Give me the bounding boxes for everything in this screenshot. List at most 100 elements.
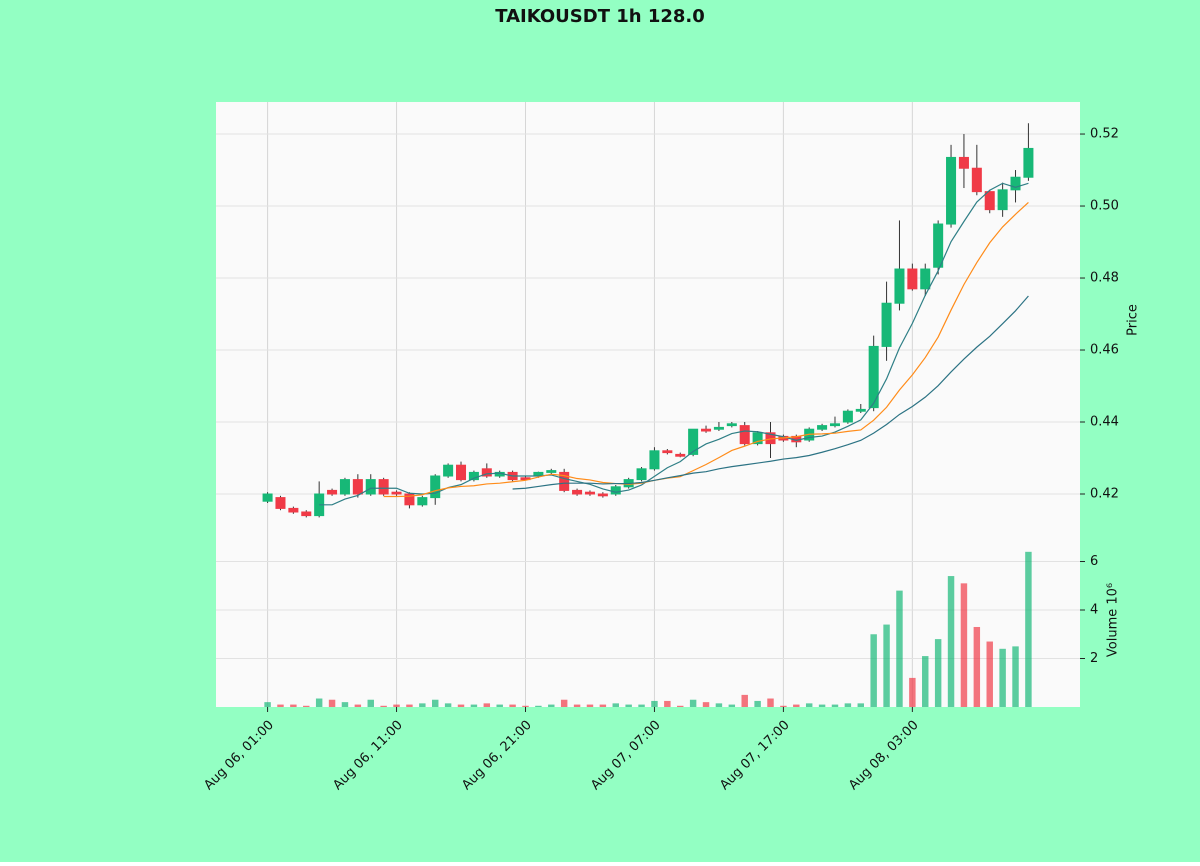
candle-body bbox=[352, 479, 363, 495]
volume-bar bbox=[767, 698, 774, 707]
candle-body bbox=[636, 468, 647, 481]
volume-bar bbox=[780, 705, 787, 707]
chart-title: TAIKOUSDT 1h 128.0 bbox=[495, 6, 705, 27]
candle-body bbox=[920, 268, 931, 290]
candle-body bbox=[855, 408, 866, 412]
candle-body bbox=[842, 410, 853, 423]
volume-bar bbox=[406, 704, 413, 707]
volume-bar bbox=[702, 702, 710, 707]
candle-body bbox=[907, 268, 918, 290]
candle-body bbox=[713, 426, 724, 430]
plot-panel bbox=[216, 102, 1080, 707]
candle-body bbox=[971, 167, 982, 193]
volume-bar bbox=[857, 703, 864, 707]
candle-body bbox=[649, 450, 660, 470]
volume-bar bbox=[328, 699, 336, 707]
y-tick-label: 0.46 bbox=[1090, 343, 1119, 358]
volume-bar bbox=[586, 704, 594, 707]
y-axis-label: Price bbox=[1126, 304, 1141, 336]
candle-body bbox=[391, 491, 402, 495]
y2-tick-label: 6 bbox=[1090, 554, 1098, 569]
y-tick-label: 0.44 bbox=[1090, 415, 1119, 430]
volume-bar bbox=[457, 704, 465, 707]
volume-bar bbox=[741, 694, 748, 707]
candle-body bbox=[572, 489, 583, 495]
candle-body bbox=[597, 493, 608, 497]
y-tick-label: 0.52 bbox=[1090, 127, 1119, 142]
volume-bar bbox=[973, 626, 981, 707]
candle-body bbox=[610, 486, 621, 495]
candle-body bbox=[675, 453, 686, 457]
volume-bar bbox=[677, 705, 684, 707]
volume-bar bbox=[380, 705, 387, 707]
volume-bar bbox=[728, 704, 736, 707]
volume-bar bbox=[715, 703, 723, 707]
volume-bar bbox=[419, 703, 426, 707]
candle-body bbox=[559, 471, 570, 491]
volume-bar bbox=[844, 703, 852, 707]
volume-bar bbox=[573, 704, 581, 707]
volume-bar bbox=[883, 624, 890, 707]
candle-body bbox=[456, 464, 467, 481]
volume-bar bbox=[999, 648, 1006, 707]
volume-bar bbox=[393, 704, 400, 707]
y-tick-label: 0.50 bbox=[1090, 199, 1119, 214]
candle-body bbox=[468, 471, 479, 481]
volume-bar bbox=[560, 699, 568, 707]
candle-body bbox=[288, 507, 299, 513]
candle-body bbox=[817, 425, 828, 430]
volume-bar bbox=[1012, 646, 1019, 707]
candle-body bbox=[275, 497, 286, 509]
volume-bar bbox=[483, 703, 491, 707]
volume-bar bbox=[689, 699, 697, 707]
volume-bar bbox=[432, 699, 439, 707]
volume-bar bbox=[367, 699, 374, 707]
volume-bar bbox=[277, 704, 284, 707]
volume-bar bbox=[793, 704, 800, 707]
candle-body bbox=[584, 491, 595, 495]
candle-body bbox=[327, 489, 338, 495]
volume-bar bbox=[341, 702, 349, 707]
moving-average-line bbox=[319, 182, 1029, 506]
candle-body bbox=[262, 493, 273, 502]
volume-bar bbox=[612, 703, 619, 707]
volume-bar bbox=[986, 641, 993, 707]
candle-body bbox=[688, 428, 699, 455]
volume-bar bbox=[315, 698, 323, 707]
volume-bar bbox=[805, 703, 813, 707]
volume-bar bbox=[947, 576, 955, 707]
moving-average-line bbox=[383, 201, 1029, 498]
candle-body bbox=[365, 479, 376, 495]
candle-body bbox=[933, 223, 944, 268]
candle-body bbox=[881, 302, 892, 347]
volume-bar bbox=[960, 583, 968, 707]
candle-body bbox=[868, 345, 879, 409]
y-tick-label: 0.42 bbox=[1090, 487, 1119, 502]
y2-tick-label: 4 bbox=[1090, 603, 1098, 618]
volume-bar bbox=[896, 590, 903, 707]
candle-body bbox=[404, 493, 415, 506]
y-tick-label: 0.48 bbox=[1090, 271, 1119, 286]
volume-bar bbox=[831, 704, 839, 707]
volume-bar bbox=[303, 705, 310, 707]
candle-body bbox=[481, 468, 492, 477]
candle-body bbox=[443, 464, 454, 477]
candle-body bbox=[546, 470, 557, 473]
candle-body bbox=[662, 450, 673, 454]
volume-bar bbox=[354, 704, 362, 707]
candle-body bbox=[752, 432, 763, 445]
volume-bar bbox=[522, 705, 529, 707]
volume-bar bbox=[870, 634, 877, 707]
volume-bar bbox=[535, 705, 542, 707]
candle-body bbox=[430, 475, 441, 499]
candle-body bbox=[726, 423, 737, 427]
volume-bar bbox=[290, 704, 297, 707]
volume-bar bbox=[651, 700, 658, 707]
volume-bar bbox=[909, 677, 916, 707]
volume-bar bbox=[470, 704, 478, 707]
candle-body bbox=[946, 156, 957, 225]
volume-bar bbox=[444, 703, 452, 707]
volume-bar bbox=[264, 702, 271, 707]
